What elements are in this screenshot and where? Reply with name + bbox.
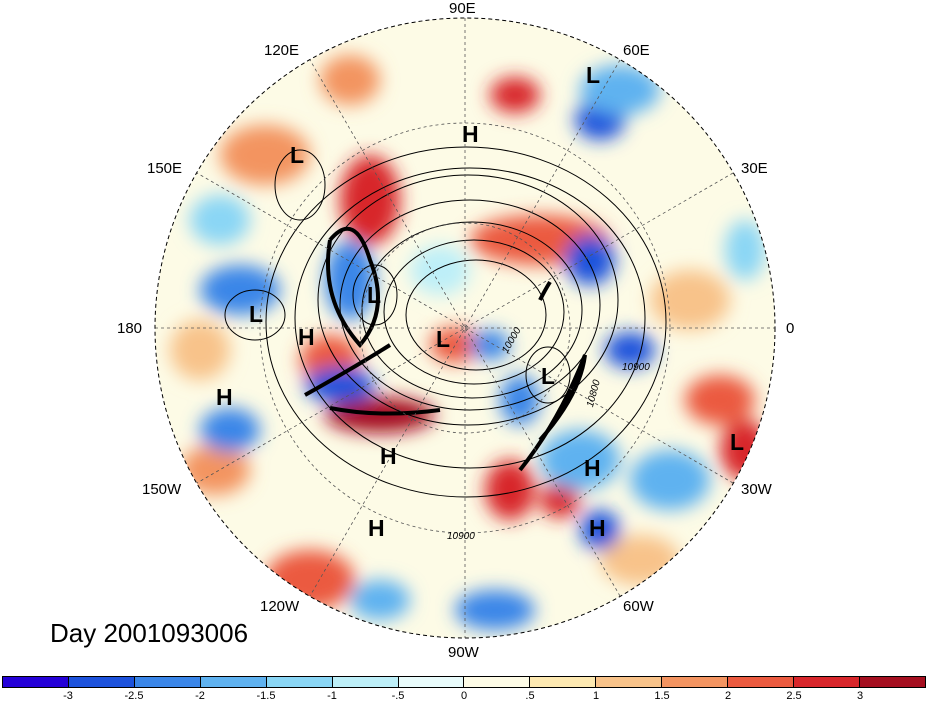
colorbar-segment (398, 677, 465, 687)
day-label: Day 2001093006 (50, 618, 249, 648)
colorbar-tick-label: 2 (724, 690, 732, 702)
graticule (155, 18, 775, 638)
pressure-center-high: H (368, 515, 385, 541)
colorbar-tick-label: 1 (592, 690, 600, 702)
lon-label-30e: 30E (741, 160, 768, 177)
colorbar-segment (464, 677, 531, 687)
colorbar-segment (3, 677, 69, 687)
jet-streams (304, 226, 587, 472)
height-contours (224, 146, 667, 498)
pressure-center-high: H (216, 384, 233, 410)
colorbar-segment (530, 677, 597, 687)
colorbar-segment (728, 677, 795, 687)
pressure-center-high: H (584, 455, 601, 481)
colorbar-segment (596, 677, 663, 687)
lon-label-60e: 60E (623, 42, 650, 59)
colorbar-segment (68, 677, 135, 687)
polar-map (154, 17, 776, 639)
colorbar-tick-label: 2.5 (786, 690, 802, 702)
pressure-center-low: L (730, 429, 745, 455)
colorbar-tick-label: -1.5 (256, 690, 276, 702)
colorbar-segment (134, 677, 201, 687)
colorbar-segment (662, 677, 729, 687)
colorbar-tick-label: -2 (195, 690, 205, 702)
colorbar-segment (266, 677, 333, 687)
lon-label-60w: 60W (623, 598, 654, 615)
lon-label-30w: 30W (741, 481, 772, 498)
pressure-center-low: L (586, 62, 601, 88)
contour-label: 10900 (622, 362, 650, 373)
pressure-center-low: L (290, 142, 305, 168)
lon-label-180: 180 (117, 320, 143, 337)
pressure-center-high: H (462, 121, 479, 147)
colorbar-segment (200, 677, 267, 687)
colorbar-tick-label: .5 (525, 690, 535, 702)
colorbar-tick-label: -.5 (391, 690, 405, 702)
colorbar-tick-label: 1.5 (654, 690, 670, 702)
colorbar-tick-label: 0 (460, 690, 468, 702)
pressure-center-high: H (380, 443, 397, 469)
lon-label-120e: 120E (264, 42, 300, 59)
colorbar-tick-label: 3 (856, 690, 864, 702)
colorbar-tick-label: -2.5 (124, 690, 144, 702)
colorbar-tick-label: -3 (63, 690, 73, 702)
colorbar (2, 676, 926, 688)
colorbar-tick-label: -1 (327, 690, 337, 702)
pressure-center-low: L (367, 282, 382, 308)
pressure-center-high: H (589, 515, 606, 541)
colorbar-segment (859, 677, 925, 687)
map-boundary (154, 17, 776, 639)
colorbar-segment (332, 677, 399, 687)
lon-label-120w: 120W (260, 598, 300, 615)
lon-label-150w: 150W (142, 481, 182, 498)
pressure-center-low: L (541, 363, 556, 389)
pressure-center-low: L (436, 326, 451, 352)
lon-label-90e: 90E (449, 0, 476, 17)
lon-label-150e: 150E (147, 160, 183, 177)
lon-label-0: 0 (786, 320, 795, 337)
contour-label: 10900 (447, 531, 475, 542)
pressure-center-low: L (249, 301, 264, 327)
pressure-center-high: H (298, 324, 315, 350)
colorbar-segment (794, 677, 860, 687)
lon-label-90w: 90W (448, 644, 479, 661)
